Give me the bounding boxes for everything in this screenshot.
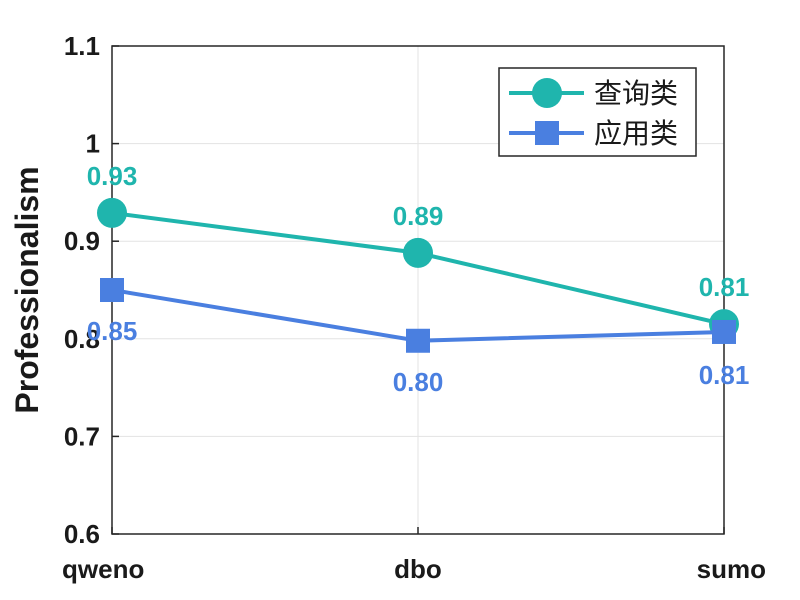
legend-label: 查询类	[594, 77, 678, 110]
data-label: 0.89	[393, 201, 444, 231]
data-label: 0.93	[87, 161, 138, 191]
y-tick-label: 0.8	[64, 324, 100, 354]
data-point	[712, 319, 736, 344]
series-2: 0.85 0.80 0.81	[87, 278, 750, 397]
legend-box	[498, 67, 697, 157]
series-layer: 0.93 0.89 0.81 0.85 0.80 0.81	[87, 161, 750, 397]
data-label: 0.81	[699, 272, 750, 302]
series-1: 0.93 0.89 0.81	[87, 161, 750, 340]
data-point	[100, 278, 124, 302]
legend-marker	[532, 78, 562, 108]
y-tick-label: 1	[86, 129, 100, 159]
x-tick-label: sumo	[697, 554, 766, 584]
data-label: 0.80	[393, 367, 444, 397]
y-tick-label: 1.1	[64, 31, 100, 61]
legend-marker	[535, 121, 559, 145]
legend-item: 查询类	[509, 77, 678, 110]
y-axis-label: Professionalism	[9, 166, 45, 413]
data-label: 0.85	[87, 316, 138, 346]
data-label: 0.81	[699, 360, 750, 390]
legend-label: 应用类	[594, 117, 678, 150]
data-point	[97, 197, 127, 228]
y-tick-label: 0.7	[64, 421, 100, 451]
legend-item: 应用类	[509, 117, 678, 150]
x-tick-label: dbo	[394, 554, 442, 584]
y-tick-label: 0.9	[64, 226, 100, 256]
x-axis: qweno dbo sumo	[62, 527, 766, 584]
data-point	[403, 237, 433, 268]
y-tick-label: 0.6	[64, 519, 100, 549]
y-axis: 0.6 0.7 0.8 0.9 1 1.1	[64, 31, 119, 549]
x-tick-label: qweno	[62, 554, 144, 584]
data-point	[406, 328, 430, 353]
